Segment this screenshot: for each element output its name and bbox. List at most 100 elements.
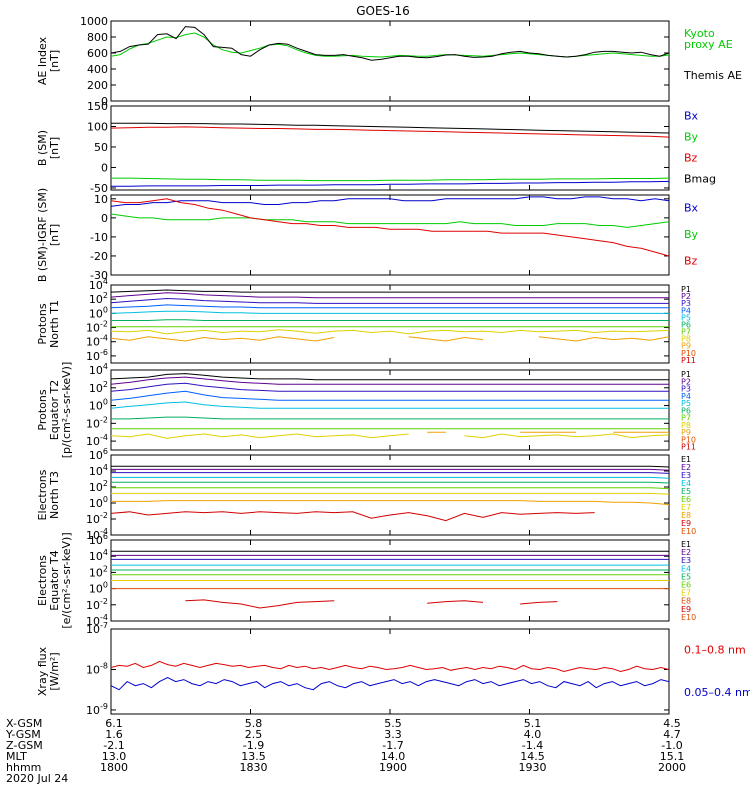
footer-value: 1800 (100, 761, 128, 774)
series-line-p1 (111, 373, 669, 381)
legend-e5: E5 (681, 487, 691, 496)
series-line-bx (111, 196, 669, 207)
legend-by: By (684, 131, 699, 144)
series-line-p4 (111, 390, 669, 401)
legend-themis-ae: Themis AE (683, 69, 742, 82)
footer-value: 15.1 (660, 750, 685, 763)
y-tick-label: 106 (89, 532, 108, 547)
y-axis-label: North T1 (48, 300, 61, 348)
legend-p2: P2 (681, 292, 691, 301)
series-line-p8 (111, 329, 669, 335)
series-line-e6 (111, 487, 669, 490)
footer-label-x-gsm: X-GSM (6, 717, 42, 730)
panel-frame (110, 628, 670, 715)
footer-value: 5.1 (524, 717, 542, 730)
y-tick-label: 10-4 (86, 433, 108, 448)
series-line-e9 (111, 511, 595, 522)
panel-xray: 10-7 10-8 10-9 Xray flux [W/m²] 0.1–0.8 nm 0.0… (36, 621, 750, 717)
legend-p7: P7 (681, 328, 691, 337)
legend-kyoto-proxy-ae: proxy AE (684, 38, 733, 51)
y-tick-label: 102 (89, 291, 108, 306)
y-tick-label: 150 (87, 100, 108, 113)
series-line-by (111, 213, 669, 228)
series-line-e2 (111, 468, 669, 471)
legend-p3: P3 (681, 299, 691, 308)
y-tick-label: 100 (89, 495, 108, 510)
y-axis-label: B (SM)-IGRF (SM) (36, 188, 49, 282)
y-tick-label: 104 (89, 277, 108, 292)
y-tick-label: -20 (90, 250, 108, 263)
y-axis-label: [nT] (48, 224, 61, 246)
legend-p11: P11 (681, 443, 696, 452)
legend-p9: P9 (681, 428, 691, 437)
footer-value: -1.4 (522, 739, 543, 752)
legend-p5: P5 (681, 399, 691, 408)
legend-p6: P6 (681, 406, 691, 415)
series-line-e9 (520, 601, 558, 605)
footer-value: 14.0 (381, 750, 406, 763)
legend-p9: P9 (681, 342, 691, 351)
legend-e5: E5 (681, 572, 691, 581)
y-axis-label: [e/(cm²-s-sr-keV)] (60, 532, 73, 628)
series-line-p5 (111, 401, 669, 409)
series-line-p5 (111, 310, 669, 314)
y-tick-label: 10 (94, 193, 108, 206)
legend-e7: E7 (681, 503, 691, 512)
chart-title: GOES-16 (356, 4, 410, 18)
y-tick-label: 200 (87, 79, 108, 92)
footer-value: 5.5 (384, 717, 402, 730)
footer-value: -1.9 (243, 739, 264, 752)
legend-p4: P4 (681, 392, 691, 401)
y-tick-label: 0 (101, 95, 108, 108)
footer-value: 4.0 (524, 728, 542, 741)
legend-e3: E3 (681, 556, 691, 565)
footer-label-z-gsm: Z-GSM (6, 739, 43, 752)
series-line-p8 (111, 433, 409, 439)
legend-p2: P2 (681, 377, 691, 386)
series-line-bz (111, 198, 669, 257)
y-axis-label: [nT] (48, 137, 61, 159)
legend-e6: E6 (681, 581, 691, 590)
series-line-p9 (408, 336, 484, 342)
y-tick-label: 0 (101, 161, 108, 174)
legend-by: By (684, 228, 699, 241)
y-tick-label: -10 (90, 231, 108, 244)
y-axis-label: Electrons (36, 555, 49, 606)
y-tick-label: 104 (89, 548, 108, 563)
legend-p6: P6 (681, 320, 691, 329)
panel-ae: 0 200 400 600 800 1000 AE Index [nT] Kyotoproxy … (36, 15, 742, 108)
y-tick-label: 100 (87, 120, 108, 133)
series-line-p2 (111, 376, 669, 385)
series-line-e8 (111, 500, 669, 506)
footer-value: 14.5 (520, 750, 545, 763)
y-axis-label: Protons (36, 389, 49, 430)
y-tick-label: 10-2 (86, 415, 108, 430)
panel-frame (110, 105, 670, 191)
y-tick-label: 10-6 (86, 348, 108, 363)
series-line-p2 (111, 292, 669, 299)
legend-p4: P4 (681, 306, 691, 315)
footer-label-mlt: MLT (6, 750, 27, 763)
series-line-p9 (538, 336, 669, 342)
footer-value: 6.1 (105, 717, 123, 730)
legend-e3: E3 (681, 471, 691, 480)
legend-p10: P10 (681, 435, 696, 444)
footer-value: 4.5 (663, 717, 681, 730)
y-tick-label: 400 (87, 63, 108, 76)
y-tick-label: 102 (89, 380, 108, 395)
y-tick-label: -30 (90, 269, 108, 282)
footer-value: 5.8 (245, 717, 263, 730)
series-line-by (111, 177, 669, 182)
footer-value: 1830 (240, 761, 268, 774)
y-tick-label: 100 (89, 305, 108, 320)
legend-bx: Bx (684, 110, 699, 123)
footer-label-y-gsm: Y-GSM (5, 728, 41, 741)
series-line-e9 (185, 599, 335, 609)
legend-e7: E7 (681, 589, 691, 598)
y-tick-label: 50 (94, 141, 108, 154)
panel-bsm: -50 0 50 100 150 B (SM) [nT] Bx By Bz Bmag (36, 100, 716, 195)
footer: X-GSM 6.1 5.8 5.5 5.1 4.5 Y-GSM 1.6 2.5 3.3 4.0 4.7… (5, 717, 686, 785)
